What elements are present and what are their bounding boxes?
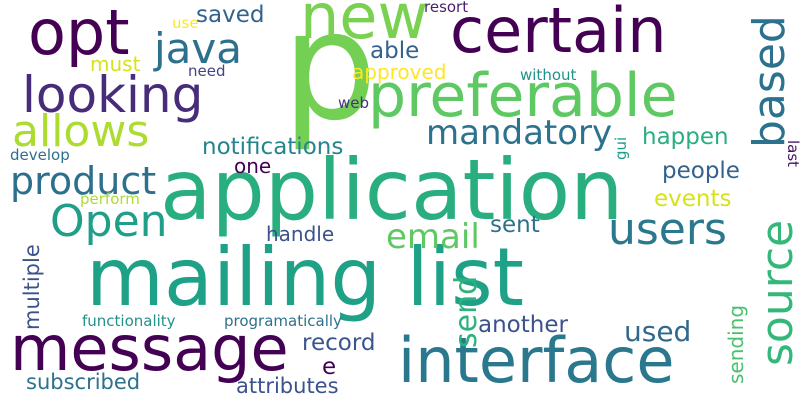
word-email: email xyxy=(386,217,480,257)
word-used: used xyxy=(624,315,692,348)
word-without: without xyxy=(520,66,577,84)
word-resort: resort xyxy=(424,0,469,16)
word-new: new xyxy=(300,0,429,53)
word-notifications: notifications xyxy=(202,134,344,160)
word-interface: interface xyxy=(398,324,675,397)
word-another: another xyxy=(478,312,568,338)
word-perform: perform xyxy=(80,190,140,208)
word-based: based xyxy=(744,15,795,148)
word-events: events xyxy=(654,186,732,212)
word-gui: gui xyxy=(612,136,630,160)
word-message: message xyxy=(10,312,289,385)
word-certain: certain xyxy=(450,0,667,67)
word-product: product xyxy=(10,159,157,203)
word-programatically: programatically xyxy=(224,312,342,330)
word-java: java xyxy=(154,24,242,73)
word-allows: allows xyxy=(12,106,150,157)
word-application: application xyxy=(160,141,624,239)
word-source: source xyxy=(752,219,800,366)
word-looking: looking xyxy=(22,66,204,124)
word-open: Open xyxy=(50,196,168,247)
word-attributes: attributes xyxy=(236,374,339,398)
word-web: web xyxy=(338,94,370,112)
word-mandatory: mandatory xyxy=(426,113,613,153)
word-mailing-list: mailing list xyxy=(86,231,525,324)
word-able: able xyxy=(370,38,420,64)
word-one: one xyxy=(234,154,272,178)
word-need: need xyxy=(188,62,226,80)
word-subscribed: subscribed xyxy=(26,370,141,394)
word-happen: happen xyxy=(642,124,729,150)
word-users: users xyxy=(608,204,727,255)
word-use: use xyxy=(172,14,199,32)
word-must: must xyxy=(90,52,141,76)
word-handle: handle xyxy=(266,222,335,246)
word-e: e xyxy=(322,354,337,380)
word-multiple: multiple xyxy=(20,244,44,330)
word-last: last xyxy=(784,140,800,168)
word-develop: develop xyxy=(10,146,70,164)
word-functionality: functionality xyxy=(82,312,176,330)
word-preferable: preferable xyxy=(368,61,678,131)
word-sent: sent xyxy=(490,212,540,238)
word-sending: sending xyxy=(724,304,748,384)
word-people: people xyxy=(662,158,740,184)
word-opt: opt xyxy=(28,0,130,69)
word-p: p xyxy=(282,0,378,154)
word-saved: saved xyxy=(196,2,265,28)
word-approved: approved xyxy=(352,60,447,84)
word-record: record xyxy=(302,330,376,356)
